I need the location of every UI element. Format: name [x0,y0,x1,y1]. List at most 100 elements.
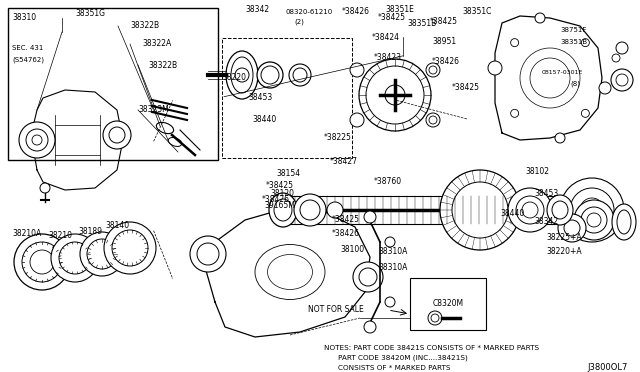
Circle shape [428,311,442,325]
Ellipse shape [261,66,279,84]
Text: *38426: *38426 [262,196,290,205]
Circle shape [429,66,437,74]
Circle shape [570,188,614,232]
Text: *38424: *38424 [372,33,400,42]
Text: *38225: *38225 [324,134,352,142]
Ellipse shape [168,138,182,147]
Text: 39165M: 39165M [264,202,295,211]
Text: 38351C: 38351C [462,7,492,16]
Circle shape [580,198,604,222]
Polygon shape [495,16,602,140]
Circle shape [197,243,219,265]
Circle shape [426,113,440,127]
Text: 38342: 38342 [534,218,558,227]
Text: (S54762): (S54762) [12,57,44,63]
Ellipse shape [366,66,424,124]
Circle shape [431,314,439,322]
Circle shape [353,262,383,292]
Ellipse shape [269,193,297,227]
Circle shape [32,135,42,145]
Circle shape [19,122,55,158]
Text: 38225+A: 38225+A [546,234,582,243]
Ellipse shape [385,85,405,105]
Text: 38453: 38453 [248,93,272,103]
Circle shape [488,61,502,75]
Circle shape [30,250,54,274]
Circle shape [190,236,226,272]
Circle shape [440,170,520,250]
Circle shape [516,196,544,224]
Circle shape [452,182,508,238]
Ellipse shape [235,68,249,82]
Text: (8): (8) [570,81,580,87]
Bar [410,278,486,330]
Circle shape [364,211,376,223]
Text: PART CODE 38420M (INC....38421S): PART CODE 38420M (INC....38421S) [338,355,468,361]
Circle shape [385,237,395,247]
Ellipse shape [156,122,173,134]
Ellipse shape [547,195,573,225]
Circle shape [104,222,156,274]
Circle shape [522,202,538,218]
Circle shape [103,121,131,149]
Text: 38189: 38189 [78,228,102,237]
Circle shape [364,321,376,333]
Text: NOTES: PART CODE 38421S CONSISTS OF * MARKED PARTS: NOTES: PART CODE 38421S CONSISTS OF * MA… [324,345,539,351]
Polygon shape [205,210,370,337]
Circle shape [599,82,611,94]
Circle shape [511,39,518,46]
Circle shape [26,129,48,151]
Circle shape [385,297,395,307]
Text: *38760: *38760 [374,177,402,186]
Text: 38322A: 38322A [142,39,172,48]
Ellipse shape [274,199,292,221]
Ellipse shape [257,62,283,88]
Ellipse shape [359,59,431,131]
Ellipse shape [255,244,325,299]
Text: 38351B: 38351B [560,39,587,45]
Ellipse shape [552,201,568,219]
Text: 38951: 38951 [432,38,456,46]
Circle shape [616,42,628,54]
Text: 38751F: 38751F [560,27,586,33]
Text: 38140: 38140 [105,221,129,231]
Text: 38120: 38120 [270,189,294,199]
Bar [222,38,352,158]
Text: 38210: 38210 [48,231,72,241]
Text: 38440: 38440 [500,209,524,218]
Ellipse shape [520,48,580,108]
Text: *38425: *38425 [378,13,406,22]
Text: 38310A: 38310A [378,247,408,257]
Circle shape [560,178,624,242]
Text: 38220: 38220 [222,74,246,83]
Ellipse shape [612,204,636,240]
Text: SEC. 431: SEC. 431 [12,45,44,51]
Text: *38426: *38426 [332,230,360,238]
Circle shape [581,39,589,46]
Text: *38425: *38425 [332,215,360,224]
Text: *38426: *38426 [432,58,460,67]
Circle shape [109,127,125,143]
Text: *38423: *38423 [374,54,402,62]
Text: NOT FOR SALE: NOT FOR SALE [308,305,364,314]
Circle shape [511,109,518,117]
Circle shape [59,242,91,274]
Circle shape [587,213,601,227]
Circle shape [581,207,607,233]
Circle shape [426,63,440,77]
Circle shape [555,133,565,143]
Text: 38440: 38440 [252,115,276,125]
Ellipse shape [226,51,258,99]
Text: C8320M: C8320M [433,299,463,308]
Text: (2): (2) [294,19,304,25]
Text: 38322B: 38322B [148,61,177,70]
Text: 38351G: 38351G [75,10,105,19]
Ellipse shape [231,57,253,93]
Circle shape [429,116,437,124]
Bar [222,38,352,158]
Ellipse shape [268,254,312,289]
Circle shape [574,200,614,240]
Text: 08320-61210: 08320-61210 [285,9,332,15]
Circle shape [327,202,343,218]
Text: 38351B: 38351B [407,19,436,29]
